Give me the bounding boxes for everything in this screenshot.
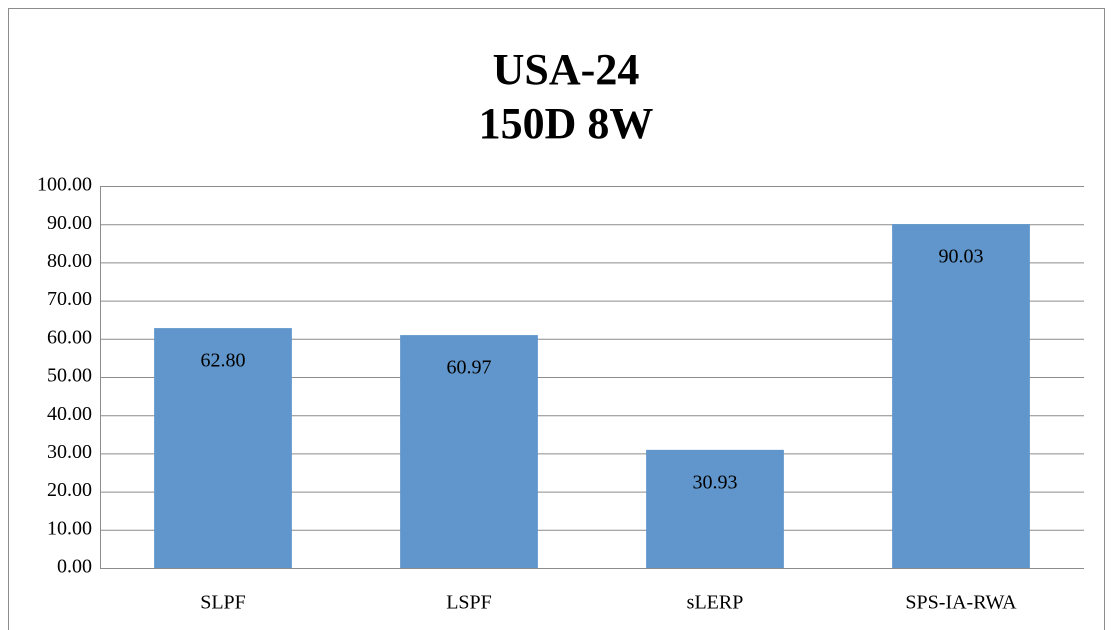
y-tick-label: 50.00 [47, 365, 92, 387]
y-tick-label: 0.00 [57, 556, 92, 578]
chart-title: 150D 8W [479, 99, 654, 148]
chart-frame [8, 8, 1105, 630]
chart-title: USA-24 [493, 45, 640, 94]
bar [892, 224, 1030, 569]
data-label: 62.80 [201, 350, 246, 372]
x-tick-label: SLPF [200, 592, 246, 614]
x-tick-label: sLERP [687, 592, 744, 614]
y-tick-label: 70.00 [47, 288, 92, 310]
y-tick-label: 90.00 [47, 212, 92, 234]
bar [646, 449, 784, 568]
x-tick-label: LSPF [446, 592, 492, 614]
y-tick-label: 100.00 [37, 174, 92, 196]
y-tick-label: 60.00 [47, 326, 92, 348]
bar [154, 328, 292, 568]
x-tick-label: SPS-IA-RWA [905, 592, 1017, 614]
data-label: 90.03 [939, 246, 984, 268]
y-tick-label: 30.00 [47, 441, 92, 463]
y-tick-label: 20.00 [47, 479, 92, 501]
y-tick-label: 40.00 [47, 403, 92, 425]
y-tick-label: 10.00 [47, 517, 92, 539]
data-label: 60.97 [447, 357, 492, 379]
data-label: 30.93 [693, 471, 738, 493]
y-tick-label: 80.00 [47, 250, 92, 272]
bar [400, 335, 538, 568]
